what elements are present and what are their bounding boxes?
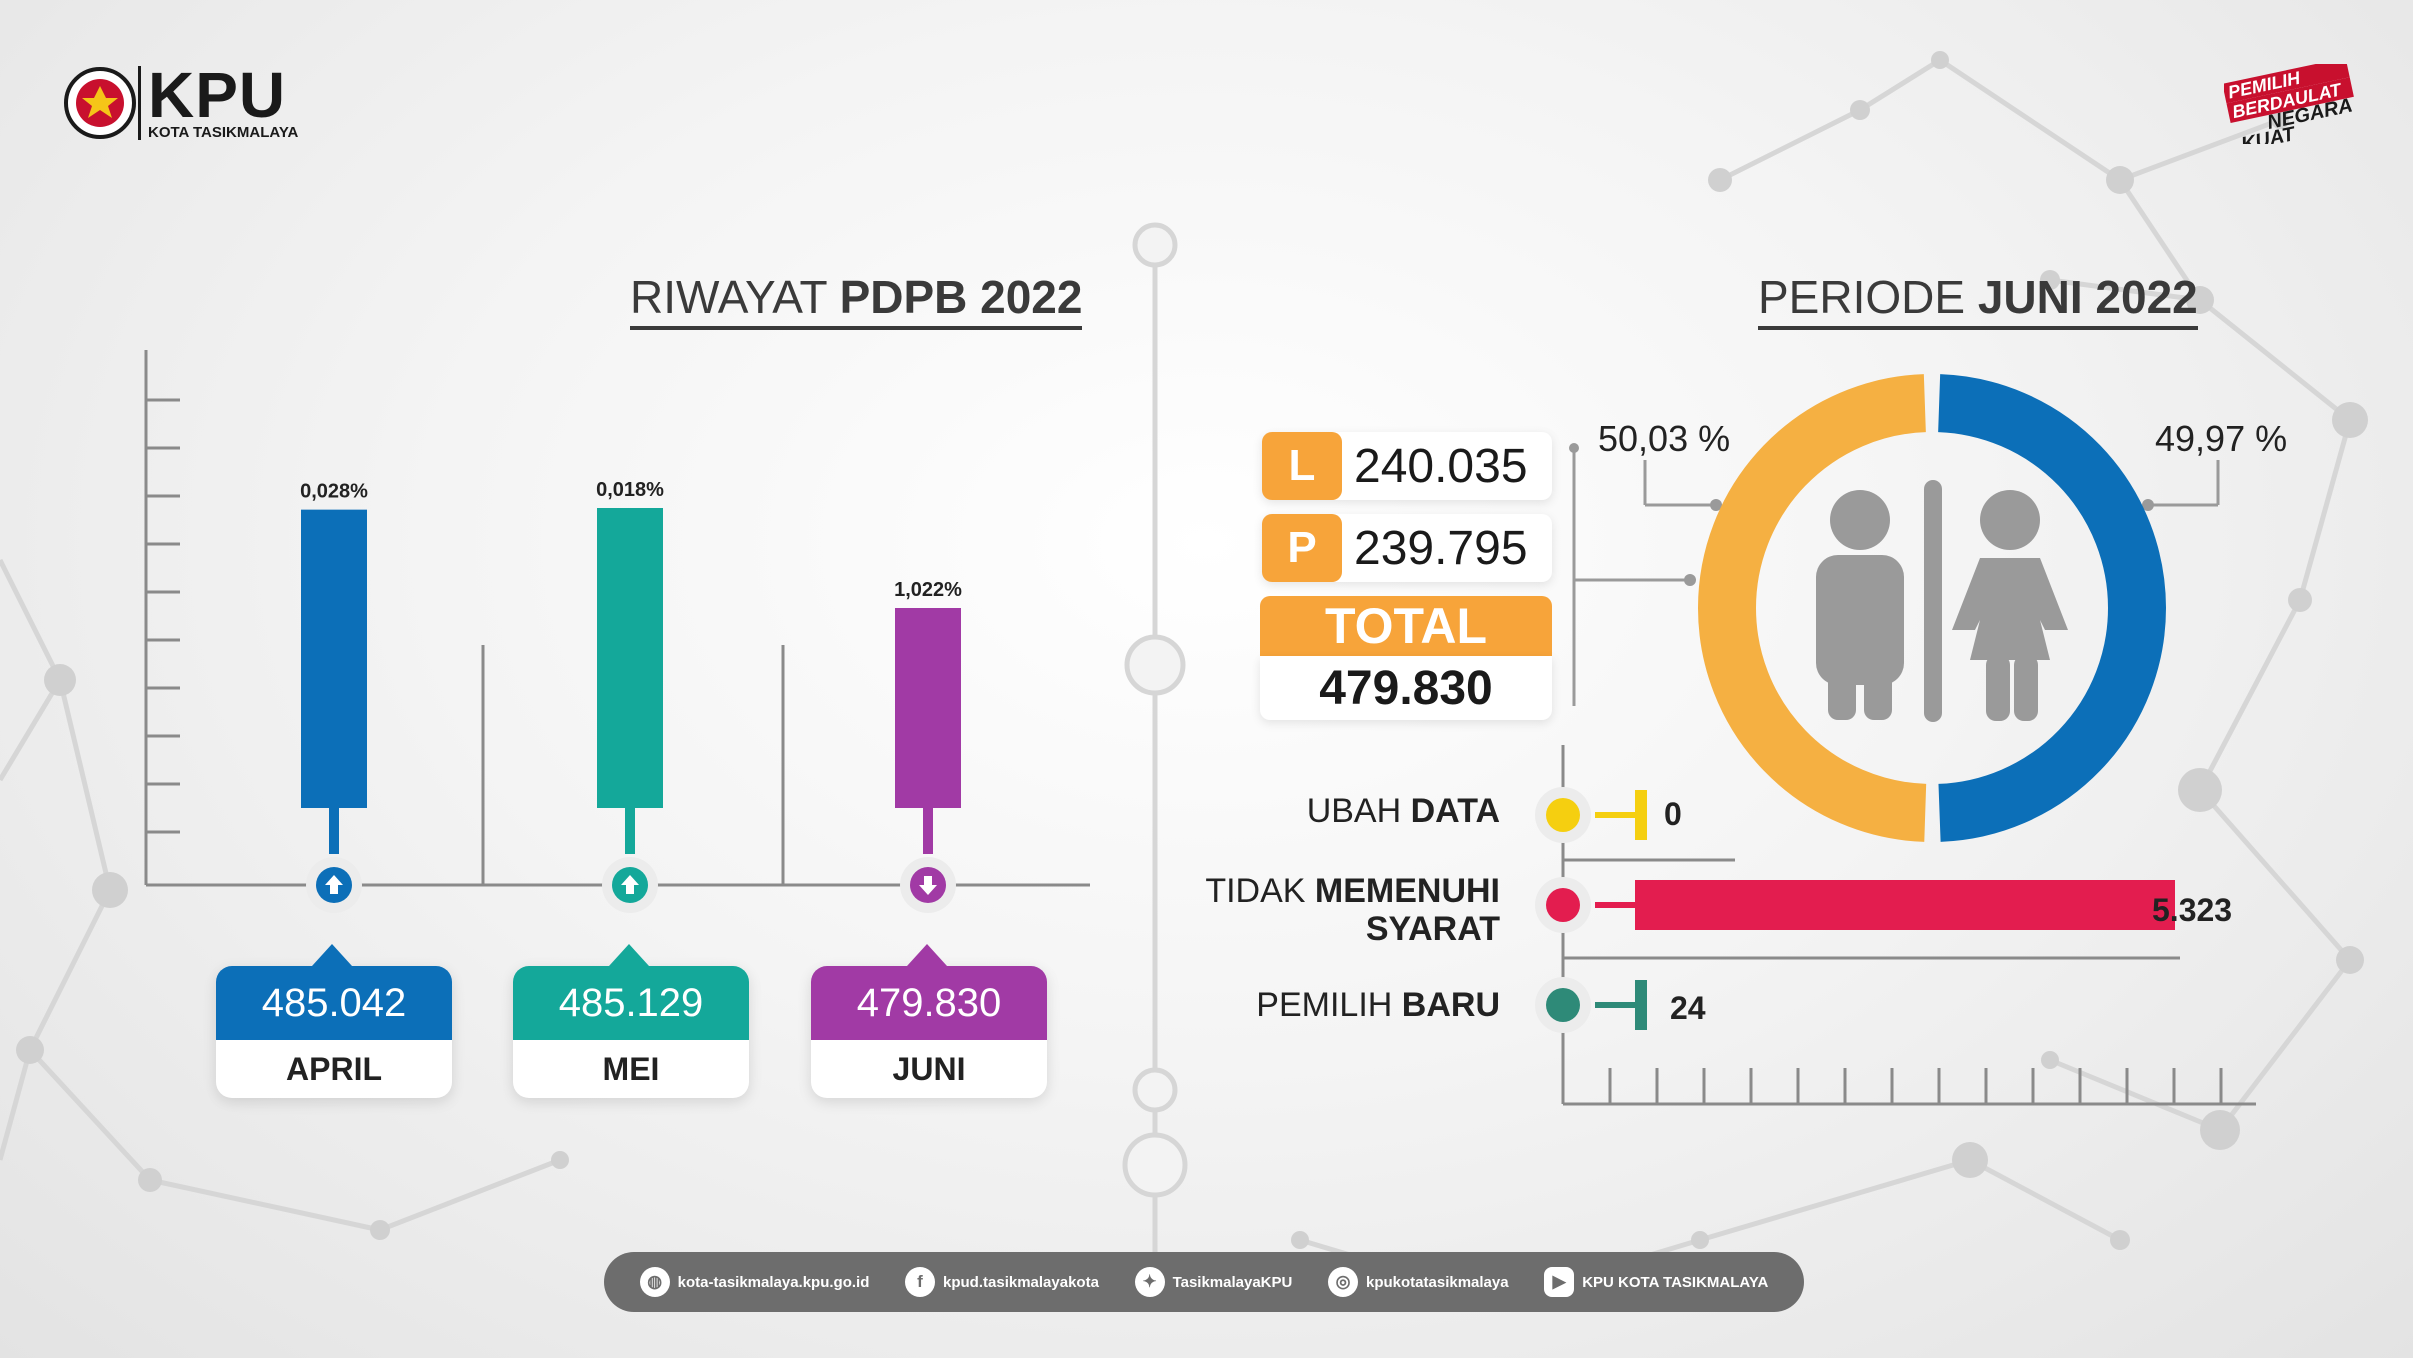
right-section-title: PERIODE JUNI 2022	[1758, 270, 2198, 330]
label-normal: UBAH	[1306, 792, 1411, 830]
total-value: 479.830	[1260, 656, 1552, 720]
card-notch	[609, 944, 649, 966]
bracket-connector	[1572, 448, 2220, 706]
logo-divider	[138, 66, 141, 140]
month-card-juni: 479.830 JUNI	[811, 944, 1047, 1098]
facebook-icon: f	[905, 1267, 936, 1297]
pemilih-baru-label: PEMILIH BARU	[1180, 986, 1500, 1024]
change-label: 1,022%	[894, 579, 962, 601]
footer-website-text: kota-tasikmalaya.kpu.go.id	[677, 1273, 870, 1291]
male-person-icon	[1816, 490, 1904, 720]
tidak-memenuhi-syarat-label: TIDAK MEMENUHI SYARAT	[1180, 872, 1500, 948]
left-title-normal: RIWAYAT	[630, 271, 840, 323]
female-stat: P 239.795	[1262, 514, 1552, 582]
label-normal: TIDAK	[1205, 872, 1315, 910]
globe-icon: ◍	[639, 1267, 670, 1297]
label-normal: PEMILIH	[1256, 986, 1402, 1024]
bar-mei	[597, 508, 663, 808]
ubah-data-value: 0	[1664, 796, 1682, 832]
month-label: JUNI	[892, 1050, 966, 1087]
category-bar	[1635, 980, 1647, 1030]
donut-slice-male	[1698, 374, 1927, 842]
category-bar	[1635, 790, 1647, 840]
footer-instagram-text: kpukotatasikmalaya	[1366, 1273, 1509, 1291]
footer-facebook-text: kpud.tasikmalayakota	[943, 1273, 1099, 1291]
male-letter: L	[1262, 432, 1342, 500]
logo-title: KPU	[148, 59, 287, 131]
bar-stem	[625, 808, 635, 854]
card-notch	[907, 944, 947, 966]
month-card-april: 485.042 APRIL	[216, 944, 452, 1098]
youtube-icon: ▶	[1544, 1267, 1575, 1297]
footer-facebook[interactable]: f kpud.tasikmalayakota	[905, 1267, 1099, 1297]
arrow-glyph	[919, 876, 937, 895]
logo-subtitle: KOTA TASIKMALAYA	[148, 124, 299, 141]
instagram-icon: ◎	[1328, 1267, 1358, 1297]
kpu-logo-emblem	[64, 67, 136, 139]
male-value: 240.035	[1354, 439, 1528, 493]
arrow-glyph	[325, 875, 343, 894]
bar-april	[301, 509, 367, 808]
month-label: MEI	[602, 1050, 660, 1087]
change-label: 0,028%	[300, 481, 368, 503]
tidak-memenuhi-syarat-value: 5.323	[2152, 892, 2233, 928]
twitter-icon: ✦	[1134, 1267, 1165, 1297]
month-card-mei: 485.129 MEI	[513, 944, 749, 1098]
category-bar	[1635, 880, 2175, 930]
gender-divider	[1924, 480, 1942, 722]
pemilih-baru-value: 24	[1670, 990, 1706, 1026]
footer-youtube-text: KPU KOTA TASIKMALAYA	[1582, 1273, 1769, 1291]
footer-bar: ◍ kota-tasikmalaya.kpu.go.id f kpud.tasi…	[604, 1252, 1804, 1312]
right-title-bold: JUNI 2022	[1977, 271, 2198, 323]
slogan-logo: PEMILIH BERDAULAT NEGARA KUAT	[2224, 64, 2355, 144]
female-percentage: 49,97 %	[2155, 418, 2288, 459]
gender-donut-chart	[1698, 374, 2166, 842]
month-value: 485.129	[513, 966, 749, 1040]
female-letter: P	[1262, 514, 1342, 582]
female-value: 239.795	[1354, 521, 1528, 575]
female-person-icon	[1952, 490, 2068, 721]
donut-slice-female	[1937, 374, 2166, 842]
pdpb-bar-chart: 0,028% 0,018% 1,022%	[144, 350, 1090, 913]
bar-juni	[895, 608, 961, 808]
bar-stem	[329, 808, 339, 854]
category-axis-ticks	[1608, 1068, 2223, 1104]
footer-twitter[interactable]: ✦ TasikmalayaKPU	[1134, 1267, 1293, 1297]
label-bold: BARU	[1401, 986, 1500, 1024]
male-percentage: 50,03 %	[1598, 418, 1731, 459]
arrow-glyph	[621, 875, 639, 894]
change-label: 0,018%	[596, 479, 664, 501]
right-title-normal: PERIODE	[1758, 271, 1978, 323]
category-dot	[1546, 888, 1580, 922]
total-label: TOTAL	[1260, 596, 1552, 656]
month-value: 479.830	[811, 966, 1047, 1040]
category-bars	[1535, 787, 2175, 1033]
month-value: 485.042	[216, 966, 452, 1040]
male-stat: L 240.035	[1262, 432, 1552, 500]
footer-website[interactable]: ◍ kota-tasikmalaya.kpu.go.id	[639, 1267, 870, 1297]
label-bold: MEMENUHI SYARAT	[1314, 872, 1500, 948]
category-dot	[1546, 798, 1580, 832]
left-title-bold: PDPB 2022	[839, 271, 1083, 323]
left-section-title: RIWAYAT PDPB 2022	[630, 270, 1083, 330]
ubah-data-label: UBAH DATA	[1180, 792, 1500, 830]
category-dot	[1546, 988, 1580, 1022]
card-notch	[312, 944, 352, 966]
footer-twitter-text: TasikmalayaKPU	[1172, 1273, 1293, 1291]
footer-instagram[interactable]: ◎ kpukotatasikmalaya	[1328, 1267, 1509, 1297]
month-label: APRIL	[286, 1050, 382, 1087]
bar-stem	[923, 808, 933, 854]
label-bold: DATA	[1410, 792, 1500, 830]
footer-youtube[interactable]: ▶ KPU KOTA TASIKMALAYA	[1544, 1267, 1768, 1297]
